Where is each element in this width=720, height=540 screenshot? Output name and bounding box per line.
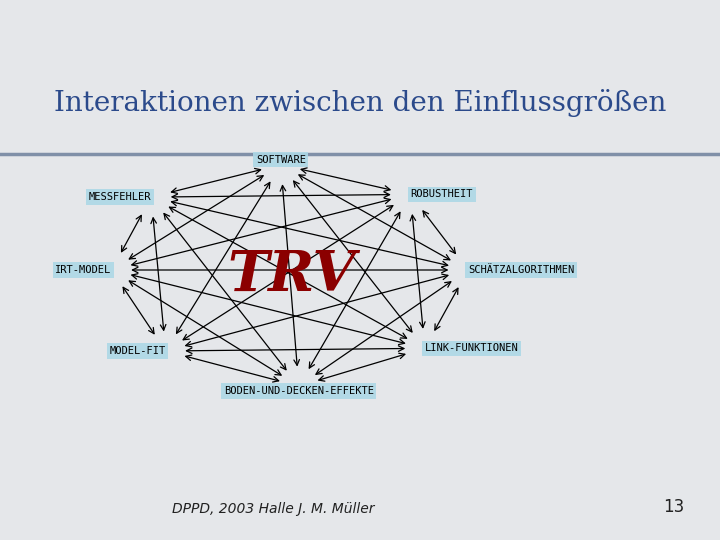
Text: MESSFEHLER: MESSFEHLER — [89, 192, 151, 202]
Text: MODEL-FIT: MODEL-FIT — [109, 346, 166, 356]
Text: IRT-MODEL: IRT-MODEL — [55, 265, 112, 275]
Text: SCHÄTZALGORITHMEN: SCHÄTZALGORITHMEN — [468, 265, 575, 275]
Text: ROBUSTHEIT: ROBUSTHEIT — [410, 190, 473, 199]
Text: Interaktionen zwischen den Einflussgrößen: Interaktionen zwischen den Einflussgröße… — [54, 89, 667, 117]
Text: TRV: TRV — [228, 248, 356, 303]
Text: DPPD, 2003 Halle J. M. Müller: DPPD, 2003 Halle J. M. Müller — [172, 502, 375, 516]
Text: BODEN-UND-DECKEN-EFFEKTE: BODEN-UND-DECKEN-EFFEKTE — [224, 386, 374, 396]
Text: 13: 13 — [662, 498, 684, 516]
Text: SOFTWARE: SOFTWARE — [256, 154, 306, 165]
Text: LINK-FUNKTIONEN: LINK-FUNKTIONEN — [425, 343, 518, 353]
